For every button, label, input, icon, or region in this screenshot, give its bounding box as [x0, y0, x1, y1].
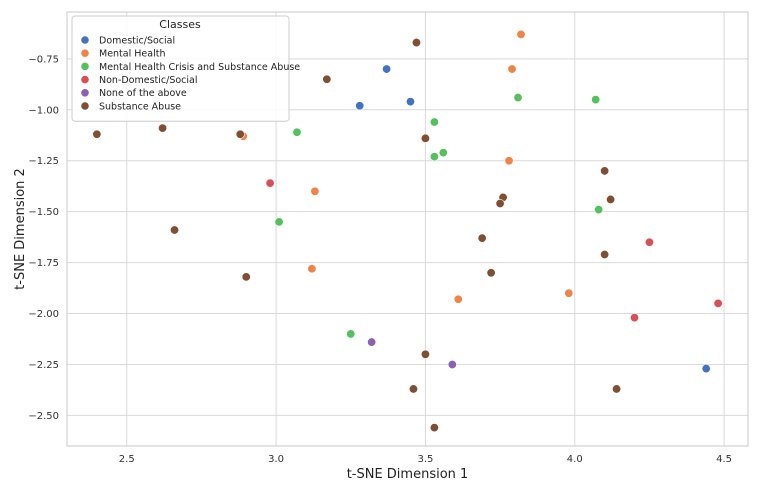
data-point-none-of-the-above: [367, 337, 377, 347]
legend-title: Classes: [159, 18, 201, 31]
data-point-substance-abuse: [486, 268, 496, 278]
legend-marker: [81, 62, 89, 71]
y-tick-label: −0.75: [28, 54, 59, 65]
data-point-mental-health-crisis-and-substance-abuse: [591, 95, 601, 105]
data-point-substance-abuse: [411, 38, 421, 48]
data-point-mental-health-crisis-and-substance-abuse: [438, 148, 448, 158]
legend-box: [71, 15, 290, 122]
y-axis-label: t-SNE Dimension 2: [13, 168, 28, 290]
data-point-non-domestic-social: [713, 298, 723, 308]
data-point-substance-abuse: [600, 249, 610, 259]
data-point-substance-abuse: [612, 384, 622, 394]
data-point-mental-health-crisis-and-substance-abuse: [292, 127, 302, 137]
data-point-mental-health: [504, 156, 514, 166]
legend-label: Mental Health Crisis and Substance Abuse: [99, 62, 300, 73]
data-point-mental-health-crisis-and-substance-abuse: [274, 217, 284, 227]
legend-label: Substance Abuse: [99, 101, 181, 112]
y-tick-label: −1.25: [28, 156, 59, 167]
legend-label: Domestic/Social: [99, 35, 175, 46]
data-points: [92, 29, 723, 433]
data-point-substance-abuse: [92, 129, 102, 139]
data-point-mental-health-crisis-and-substance-abuse: [346, 329, 356, 339]
legend-label: Non-Domestic/Social: [99, 75, 198, 86]
data-point-mental-health: [507, 64, 517, 74]
data-point-substance-abuse: [477, 233, 487, 243]
data-point-non-domestic-social: [265, 178, 275, 188]
legend-label: None of the above: [99, 88, 187, 99]
data-point-substance-abuse: [322, 74, 332, 84]
legend-marker: [81, 75, 89, 84]
data-point-mental-health-crisis-and-substance-abuse: [429, 152, 439, 162]
data-point-substance-abuse: [158, 123, 168, 133]
data-point-substance-abuse: [235, 129, 245, 139]
x-tick-label: 3.5: [417, 454, 433, 465]
legend-label: Mental Health: [99, 49, 165, 60]
legend: Classes Domestic/Social Mental Health Ment…: [71, 15, 300, 122]
data-point-domestic-social: [355, 101, 365, 111]
plot-area-frame: [66, 11, 749, 447]
data-point-mental-health-crisis-and-substance-abuse: [429, 117, 439, 127]
legend-marker: [81, 102, 89, 110]
y-axis-ticks: −0.75 −1.00 −1.25 −1.50 −1.75 −2.00 −2.25 −2.50: [28, 54, 59, 422]
data-point-non-domestic-social: [629, 313, 639, 323]
data-point-domestic-social: [405, 97, 415, 107]
data-point-mental-health-crisis-and-substance-abuse: [594, 205, 604, 215]
data-point-substance-abuse: [408, 384, 418, 394]
data-point-domestic-social: [382, 64, 392, 74]
data-point-domestic-social: [701, 364, 711, 374]
x-tick-label: 3.0: [268, 454, 284, 465]
data-point-mental-health-crisis-and-substance-abuse: [513, 93, 523, 103]
x-tick-label: 4.5: [716, 454, 732, 465]
data-point-substance-abuse: [495, 199, 505, 209]
legend-items: Domestic/Social Mental Health Mental Healt…: [81, 35, 300, 112]
y-tick-label: −2.25: [28, 360, 59, 371]
data-point-mental-health: [564, 288, 574, 298]
y-tick-label: −2.00: [28, 309, 59, 320]
y-tick-label: −1.50: [28, 207, 59, 218]
data-point-substance-abuse: [420, 349, 430, 359]
x-tick-label: 2.5: [119, 454, 135, 465]
data-point-substance-abuse: [420, 133, 430, 143]
data-point-mental-health: [516, 29, 526, 39]
x-tick-label: 4.0: [567, 454, 583, 465]
data-point-mental-health: [453, 294, 463, 304]
data-point-substance-abuse: [606, 194, 616, 204]
data-point-mental-health: [307, 264, 317, 274]
x-axis-ticks: 2.5 3.0 3.5 4.0 4.5: [119, 454, 732, 465]
legend-marker: [81, 36, 89, 44]
data-point-mental-health: [310, 186, 320, 196]
data-point-substance-abuse: [429, 423, 439, 433]
y-tick-label: −1.75: [28, 258, 59, 269]
data-point-substance-abuse: [241, 272, 251, 282]
data-point-non-domestic-social: [644, 237, 654, 247]
data-point-substance-abuse: [600, 166, 610, 176]
data-point-none-of-the-above: [447, 359, 457, 369]
y-tick-label: −2.50: [28, 411, 59, 422]
x-axis-label: t-SNE Dimension 1: [347, 467, 469, 482]
legend-marker: [81, 49, 89, 57]
legend-marker: [81, 89, 89, 97]
y-tick-label: −1.00: [28, 105, 59, 116]
data-point-substance-abuse: [170, 225, 180, 235]
